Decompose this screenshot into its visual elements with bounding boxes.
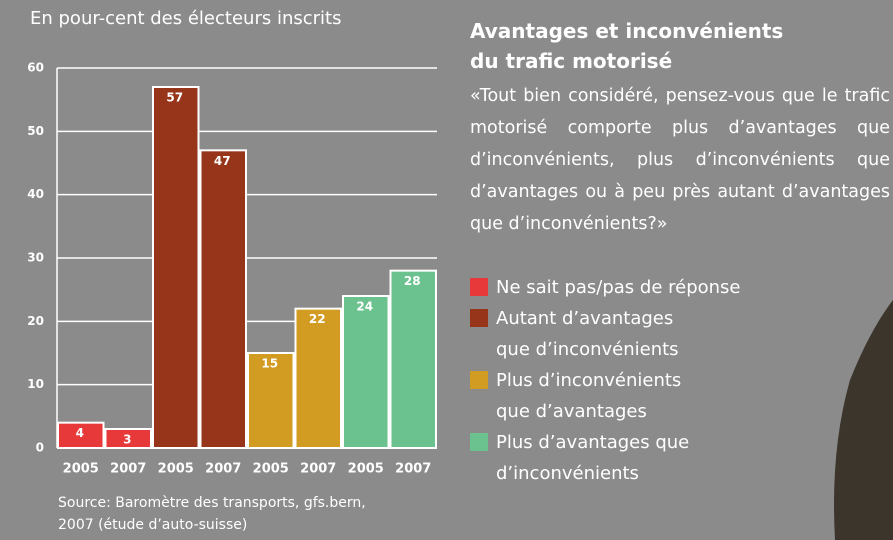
x-tick-label: 2007 bbox=[395, 462, 431, 477]
x-tick-label: 2005 bbox=[348, 462, 384, 477]
x-tick-label: 2007 bbox=[110, 462, 146, 477]
legend-swatch bbox=[470, 309, 488, 327]
legend-item: Plus d’inconvénients que d’avantages bbox=[470, 365, 741, 427]
legend-item: Plus d’avantages que d’inconvénients bbox=[470, 427, 741, 489]
subtitle: «Tout bien considéré, pensez-vous que le… bbox=[470, 86, 890, 234]
bar bbox=[199, 149, 247, 449]
legend-label: Plus d’inconvénients que d’avantages bbox=[496, 370, 682, 422]
x-tick-label: 2005 bbox=[63, 462, 99, 477]
bar bbox=[247, 352, 295, 449]
x-tick-label: 2007 bbox=[300, 462, 336, 477]
legend-label: Autant d’avantages que d’inconvénients bbox=[496, 308, 679, 360]
y-tick-label: 30 bbox=[27, 251, 44, 265]
bar bbox=[342, 295, 390, 449]
legend-swatch bbox=[470, 371, 488, 389]
legend: Ne sait pas/pas de réponse Autant d’avant… bbox=[470, 272, 741, 489]
x-tick-label: 2005 bbox=[158, 462, 194, 477]
legend-item: Ne sait pas/pas de réponse bbox=[470, 272, 741, 303]
legend-item: Autant d’avantages que d’inconvénients bbox=[470, 303, 741, 365]
x-tick-label: 2005 bbox=[253, 462, 289, 477]
legend-label: Ne sait pas/pas de réponse bbox=[496, 277, 741, 298]
bar bbox=[104, 428, 152, 449]
value-label: 22 bbox=[309, 312, 326, 326]
y-tick-label: 50 bbox=[27, 124, 44, 138]
legend-swatch bbox=[470, 278, 488, 296]
photo-fragment bbox=[834, 300, 893, 540]
value-label: 3 bbox=[123, 433, 131, 447]
y-tick-label: 20 bbox=[27, 314, 44, 328]
bar bbox=[57, 421, 105, 449]
legend-swatch bbox=[470, 433, 488, 451]
value-label: 24 bbox=[356, 300, 373, 314]
source: Source: Baromètre des transports, gfs.be… bbox=[58, 495, 366, 533]
value-label: 15 bbox=[261, 357, 278, 371]
value-label: 4 bbox=[76, 426, 84, 440]
bar bbox=[294, 307, 342, 449]
bar bbox=[152, 86, 200, 449]
value-label: 28 bbox=[404, 274, 421, 288]
bar bbox=[389, 269, 437, 449]
y-axis-label: En pour-cent des électeurs inscrits bbox=[30, 8, 342, 29]
x-tick-label: 2007 bbox=[205, 462, 241, 477]
y-tick-label: 60 bbox=[27, 61, 44, 75]
y-tick-label: 10 bbox=[27, 377, 44, 391]
y-tick-label: 0 bbox=[36, 441, 44, 455]
value-label: 47 bbox=[214, 154, 231, 168]
legend-label: Plus d’avantages que d’inconvénients bbox=[496, 432, 690, 484]
value-label: 57 bbox=[166, 91, 183, 105]
y-tick-label: 40 bbox=[27, 187, 44, 201]
chart-title: Avantages et inconvénients du trafic mot… bbox=[470, 19, 784, 73]
